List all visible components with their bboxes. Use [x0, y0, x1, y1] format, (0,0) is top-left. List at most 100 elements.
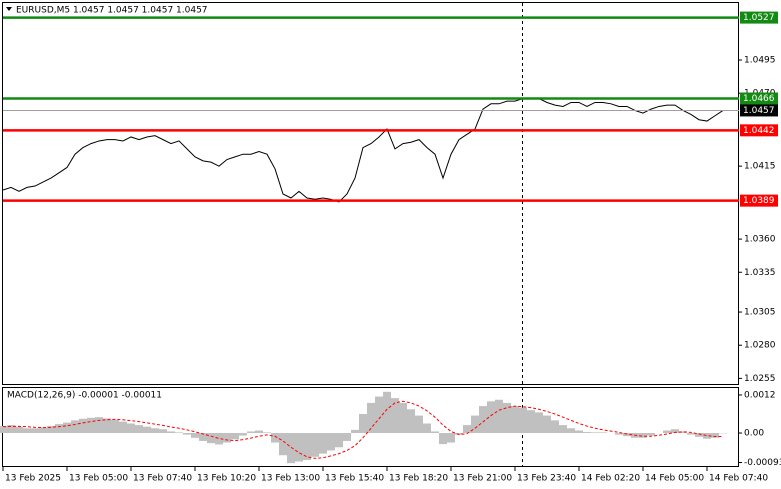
x-tick-label: 13 Feb 05:00: [69, 474, 128, 484]
macd-bar: [327, 433, 335, 451]
macd-bar: [63, 422, 71, 434]
macd-bar: [391, 398, 399, 434]
y-tick-label: 1.0280: [744, 341, 776, 351]
level-label-bg: [740, 11, 778, 24]
dropdown-icon: [6, 7, 12, 11]
macd-bar: [39, 427, 47, 434]
macd-bar: [423, 423, 431, 434]
level-label-bg: [740, 104, 778, 117]
macd-bar: [519, 407, 527, 434]
macd-bar: [143, 426, 151, 434]
level-label-bg: [740, 124, 778, 137]
macd-bar: [575, 430, 583, 434]
macd-bar: [695, 433, 703, 437]
macd-bar: [239, 433, 247, 436]
macd-bar: [455, 433, 463, 435]
macd-bar: [495, 399, 503, 434]
macd-bar: [447, 433, 455, 443]
macd-bar: [711, 433, 719, 438]
macd-bar: [199, 433, 207, 441]
macd-bar: [111, 419, 119, 434]
macd-bar: [159, 429, 167, 434]
price-frame: [2, 2, 739, 385]
level-label: 1.0466: [743, 94, 775, 104]
macd-bar: [71, 420, 79, 434]
y-tick-label: 0.0012: [744, 390, 776, 400]
x-tick-label: 13 Feb 23:40: [517, 474, 576, 484]
macd-bar: [7, 425, 15, 434]
macd-bar: [279, 433, 287, 456]
macd-bar: [95, 417, 103, 434]
macd-bar: [167, 431, 175, 434]
y-tick-label: 1.0255: [744, 374, 776, 384]
macd-bar: [351, 429, 359, 434]
x-tick-label: 14 Feb 02:20: [581, 474, 640, 484]
macd-bar: [359, 414, 367, 434]
macd-bar: [535, 412, 543, 434]
macd-bar: [511, 406, 519, 434]
macd-bar: [487, 401, 495, 434]
macd-bar: [295, 433, 303, 462]
macd-bar: [343, 433, 351, 441]
macd-bar: [231, 433, 239, 440]
x-tick-label: 13 Feb 21:00: [453, 474, 512, 484]
macd-bar: [639, 433, 647, 438]
macd-bar: [103, 418, 111, 434]
macd-bar: [183, 433, 191, 435]
macd-bar: [151, 428, 159, 434]
macd-bar: [399, 402, 407, 434]
macd-bar: [479, 406, 487, 434]
macd-bar: [439, 433, 447, 445]
macd-bar: [135, 425, 143, 434]
level-label: 1.0442: [743, 126, 775, 136]
chart-title: EURUSD,M5 1.0457 1.0457 1.0457 1.0457: [16, 6, 208, 16]
macd-bar: [47, 426, 55, 434]
macd-bar: [247, 431, 255, 434]
macd-bar: [679, 431, 687, 434]
macd-bar: [527, 410, 535, 434]
macd-bar: [383, 391, 391, 434]
macd-bar: [0, 426, 7, 434]
macd-bar: [79, 418, 87, 434]
macd-bar: [175, 432, 183, 434]
level-label-bg: [740, 194, 778, 207]
macd-bar: [311, 433, 319, 457]
signal-line: [2, 400, 723, 459]
macd-bar: [647, 433, 655, 436]
x-tick-label: 14 Feb 05:00: [645, 474, 704, 484]
y-tick-label: 0.00: [744, 429, 764, 439]
y-tick-label: 1.0415: [744, 162, 776, 172]
macd-bar: [463, 425, 471, 434]
macd-bar: [503, 402, 511, 434]
level-label: 1.0527: [743, 13, 775, 23]
macd-bar: [703, 433, 711, 439]
macd-bar: [551, 420, 559, 434]
macd-bar: [255, 430, 263, 434]
level-label: 1.0389: [743, 196, 775, 206]
macd-bar: [127, 423, 135, 434]
macd-bar: [623, 433, 631, 437]
macd-bar: [31, 428, 39, 434]
x-tick-label: 13 Feb 10:20: [197, 474, 256, 484]
y-tick-label: -0.00093: [744, 458, 781, 468]
x-tick-label: 13 Feb 18:20: [389, 474, 448, 484]
macd-bar: [687, 433, 695, 435]
x-tick-label: 13 Feb 15:40: [325, 474, 384, 484]
macd-bar: [615, 433, 623, 435]
y-tick-label: 1.0360: [744, 235, 776, 245]
macd-bar: [303, 433, 311, 460]
x-tick-label: 14 Feb 07:40: [709, 474, 768, 484]
macd-bar: [319, 433, 327, 454]
macd-bar: [559, 425, 567, 434]
macd-bar: [23, 428, 31, 434]
macd-bar: [471, 415, 479, 434]
macd-bar: [543, 415, 551, 434]
x-tick-label: 13 Feb 07:40: [133, 474, 192, 484]
macd-bar: [663, 430, 671, 434]
price-line: [2, 98, 724, 203]
macd-title: MACD(12,26,9) -0.00001 -0.00011: [7, 391, 162, 401]
macd-bar: [55, 424, 63, 434]
macd-bar: [287, 433, 295, 464]
macd-bar: [599, 432, 607, 434]
level-label: 1.0457: [743, 106, 775, 116]
